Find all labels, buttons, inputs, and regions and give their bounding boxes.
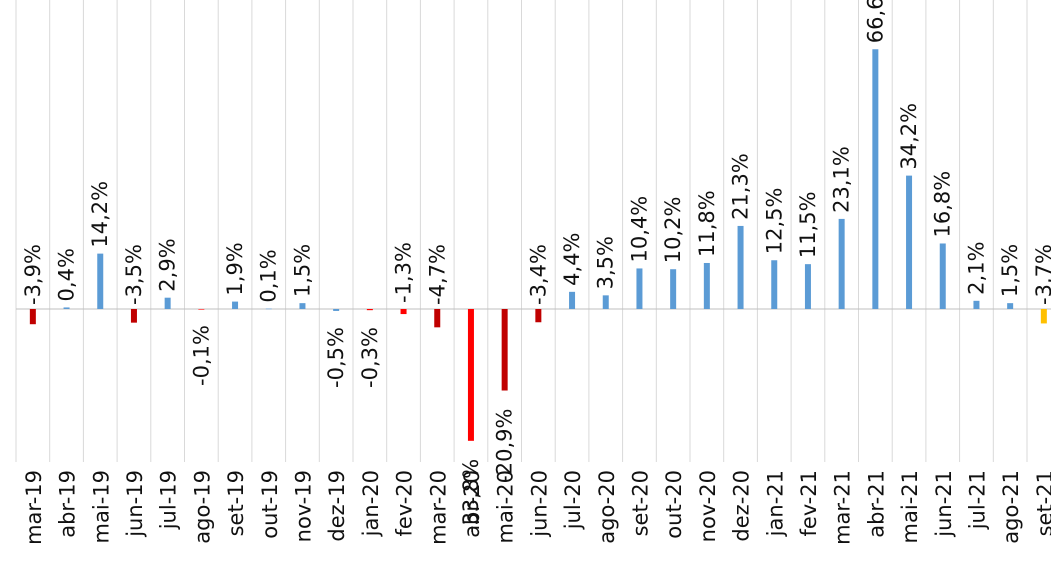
data-label: -20,9% [493, 409, 517, 483]
x-tick-label: fev-21 [797, 470, 821, 536]
x-tick-label: set-19 [224, 470, 248, 536]
data-label: -3,4% [526, 244, 550, 305]
bar [400, 309, 407, 315]
x-tick-label: jan-21 [763, 470, 787, 537]
bar [232, 301, 239, 309]
data-label: 11,5% [796, 191, 820, 258]
bar [939, 243, 946, 309]
data-label: 2,9% [156, 238, 180, 291]
chart-x-tick-labels: mar-19 abr-19 mai-19 jun-19 jul-19 ago-19 set-… [22, 470, 1051, 545]
x-tick-label: out-20 [662, 470, 686, 539]
bar [97, 253, 104, 309]
bar [535, 309, 542, 323]
data-label: 11,8% [695, 190, 719, 257]
x-tick-label: set-20 [628, 470, 652, 536]
x-tick-label: out-19 [258, 470, 282, 539]
data-label: -4,7% [425, 244, 449, 305]
bar [467, 309, 474, 441]
x-tick-label: abr-19 [56, 470, 80, 538]
bar [636, 268, 643, 309]
data-label: 4,4% [560, 232, 584, 285]
bar [366, 309, 373, 311]
data-label: 1,9% [223, 242, 247, 295]
x-tick-label: jul-19 [157, 470, 181, 530]
data-label: -33,8% [459, 459, 483, 533]
bar [838, 218, 845, 309]
data-label: 14,2% [88, 181, 112, 248]
data-label: 0,1% [257, 249, 281, 302]
x-tick-label: nov-19 [291, 470, 315, 542]
x-tick-label: mai-19 [89, 470, 113, 543]
chart-bars [29, 49, 1047, 441]
data-label: 10,4% [627, 196, 651, 263]
data-label: -3,9% [21, 244, 45, 305]
data-label: -0,1% [189, 325, 213, 386]
bar [906, 175, 913, 309]
x-tick-label: mar-20 [426, 470, 450, 545]
data-label: 1,5% [998, 244, 1022, 297]
x-tick-label: nov-20 [696, 470, 720, 542]
x-tick-label: jan-20 [359, 470, 383, 537]
x-tick-label: mai-20 [494, 470, 518, 543]
x-tick-label: mar-21 [831, 470, 855, 545]
bar [29, 309, 36, 325]
data-label: 34,2% [897, 103, 921, 170]
bar [265, 308, 272, 310]
bar [737, 225, 744, 309]
data-label: 66,6% [863, 0, 887, 43]
data-label: -3,7% [1032, 244, 1051, 305]
bar [872, 49, 879, 309]
bar [501, 309, 508, 391]
x-tick-label: jun-19 [123, 470, 147, 538]
bar [670, 269, 677, 309]
data-label: 23,1% [830, 146, 854, 213]
bar [164, 297, 171, 309]
x-tick-label: dez-20 [730, 470, 754, 542]
data-label: 0,4% [55, 248, 79, 301]
x-tick-label: dez-19 [325, 470, 349, 542]
data-label: -0,5% [324, 327, 348, 388]
bar [703, 262, 710, 309]
data-label: 12,5% [762, 188, 786, 255]
bar [602, 295, 609, 309]
x-tick-label: ago-19 [190, 470, 214, 544]
bar [771, 260, 778, 309]
x-tick-label: fev-20 [393, 470, 417, 536]
x-tick-label: mar-19 [22, 470, 46, 545]
x-tick-label: ago-21 [999, 470, 1023, 544]
data-label: 3,5% [594, 236, 618, 289]
x-tick-label: abr-21 [864, 470, 888, 538]
data-label: -1,3% [392, 242, 416, 303]
data-label: -3,5% [122, 244, 146, 305]
bar [804, 264, 811, 309]
bar [973, 300, 980, 309]
x-tick-label: ago-20 [595, 470, 619, 544]
bar [434, 309, 441, 328]
x-tick-label: jun-21 [932, 470, 956, 538]
data-label: -0,3% [358, 327, 382, 388]
bar [569, 291, 576, 309]
data-label: 10,2% [661, 197, 685, 264]
x-tick-label: mai-21 [898, 470, 922, 543]
data-label: 1,5% [290, 244, 314, 297]
x-tick-label: jul-21 [965, 470, 989, 530]
data-label: 21,3% [729, 153, 753, 220]
bar [1040, 309, 1047, 324]
x-tick-label: jul-20 [561, 470, 585, 530]
x-tick-label: set-21 [1033, 470, 1051, 536]
bar [130, 309, 137, 323]
bar [333, 309, 340, 311]
bar [1007, 303, 1014, 309]
bar [63, 307, 70, 309]
x-tick-label: abr-20 [460, 470, 484, 538]
chart-gridlines [15, 0, 1051, 462]
bar [299, 303, 306, 309]
x-tick-label: jun-20 [527, 470, 551, 538]
bar [198, 309, 205, 310]
data-label: 2,1% [964, 241, 988, 294]
data-label: 16,8% [931, 171, 955, 238]
chart-data-labels: -3,9% 0,4% 14,2% -3,5% 2,9% -0,1% 1,9% 0,1% 1,5%… [21, 0, 1051, 533]
